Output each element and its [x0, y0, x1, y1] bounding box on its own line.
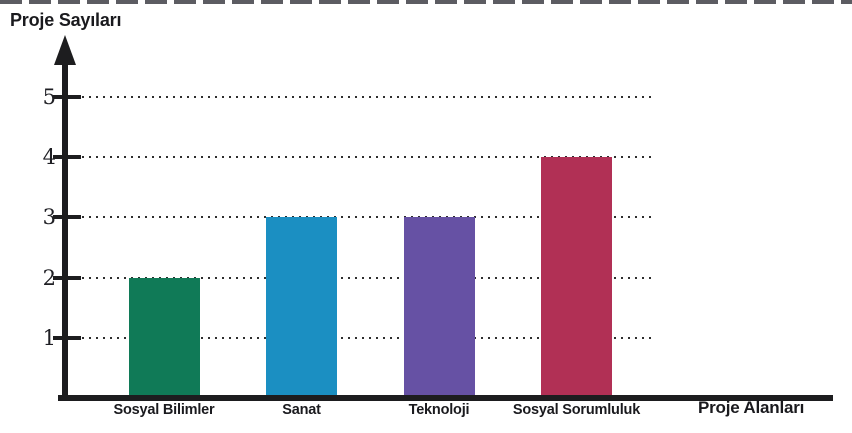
- gridline: [82, 336, 655, 339]
- y-tick: [53, 155, 81, 159]
- bar-label: Sanat: [282, 402, 321, 418]
- gridline: [82, 156, 655, 158]
- bar-teknoloji: [403, 217, 475, 396]
- y-axis-line: [62, 52, 68, 401]
- bar-sosyal-sorumluluk: [541, 157, 612, 396]
- gridline: [82, 216, 655, 219]
- y-axis-title: Proje Sayıları: [10, 10, 122, 30]
- y-tick-label: 2: [42, 265, 56, 290]
- gridline: [82, 276, 655, 279]
- y-tick: [53, 275, 81, 280]
- y-tick: [53, 335, 81, 340]
- bar-sosyal-bilimler: [128, 277, 200, 396]
- x-axis-line: [58, 395, 833, 401]
- gridline: [82, 95, 655, 98]
- bar-sanat: [266, 217, 337, 396]
- top-dashed-border: [0, 0, 852, 4]
- y-tick-label: 5: [42, 84, 56, 109]
- bar-label: Sosyal Bilimler: [113, 402, 215, 418]
- y-tick-label: 4: [42, 145, 56, 169]
- y-tick-label: 1: [42, 325, 56, 350]
- y-tick: [53, 215, 81, 220]
- y-axis-arrow-icon: [54, 35, 76, 65]
- y-tick: [53, 94, 81, 99]
- x-axis-title: Proje Alanları: [698, 398, 805, 417]
- bar-label: Teknoloji: [408, 402, 470, 418]
- bar-label: Sosyal Sorumluluk: [512, 402, 641, 418]
- y-tick-label: 3: [42, 205, 56, 230]
